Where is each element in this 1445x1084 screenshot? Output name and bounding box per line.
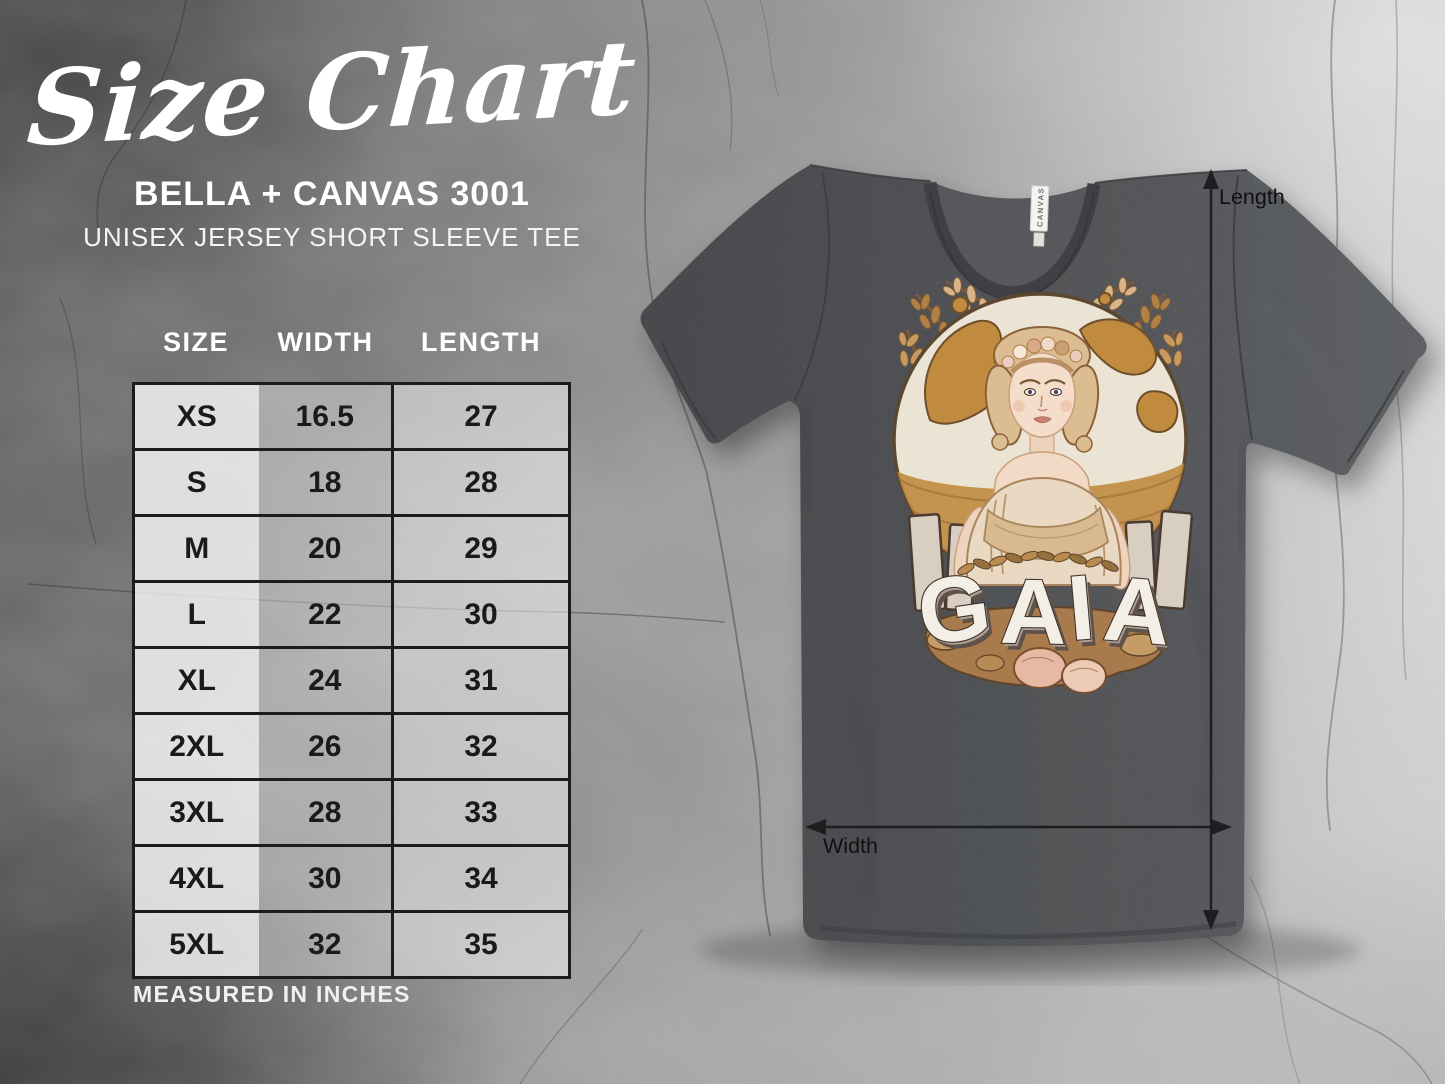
col-header-length: LENGTH [421, 327, 541, 357]
gaia-text-shadow: GAIA [917, 554, 1189, 681]
table-row: 3XL 28 33 [132, 778, 571, 847]
table-row: XS 16.5 27 [132, 382, 571, 451]
measured-in-inches-note: MEASURED IN INCHES [133, 981, 411, 1007]
width-cell: 28 [258, 778, 394, 847]
length-arrowhead-up [1203, 169, 1219, 189]
care-tag [1033, 232, 1045, 247]
width-label: Width [823, 834, 878, 858]
face-eyes [1023, 388, 1063, 397]
size-cell: 2XL [132, 712, 259, 781]
size-cell: M [132, 514, 259, 583]
table-row: 4XL 30 34 [132, 844, 571, 913]
table-row: 5XL 32 35 [132, 910, 571, 979]
length-arrowhead-down [1203, 910, 1219, 930]
length-cell: 28 [391, 448, 571, 517]
product-subtitle: UNISEX JERSEY SHORT SLEEVE TEE [83, 221, 581, 252]
size-cell: XL [132, 646, 259, 715]
size-cell: S [132, 448, 259, 517]
width-arrowhead-left [805, 819, 826, 835]
width-cell: 20 [258, 514, 394, 583]
face-brows [1019, 379, 1066, 385]
width-arrowhead-right [1211, 819, 1232, 835]
size-cell: XS [132, 382, 259, 451]
measurement-arrows: Length Width [805, 169, 1285, 930]
length-cell: 31 [391, 646, 571, 715]
length-cell: 33 [391, 778, 571, 847]
width-cell: 32 [258, 910, 394, 979]
flower-crown [1001, 336, 1083, 369]
table-row: L 22 30 [132, 580, 571, 649]
collar-band [923, 181, 1101, 300]
size-cell: 4XL [132, 844, 259, 913]
neck-tag: CANVAS [1029, 185, 1050, 247]
table-row: XL 24 31 [132, 646, 571, 715]
length-cell: 29 [391, 514, 571, 583]
length-cell: 34 [391, 844, 571, 913]
width-cell: 18 [258, 448, 394, 517]
seam-lines [660, 164, 1405, 463]
col-header-width: WIDTH [277, 327, 374, 357]
gaia-text-mid: GAIA [914, 550, 1186, 677]
ground-rocks [924, 605, 1166, 694]
length-cell: 27 [391, 382, 571, 451]
gaia-design: GAIA GAIA GAIA [884, 271, 1198, 694]
gaia-lettering: GAIA GAIA GAIA [910, 546, 1189, 681]
size-table: SIZE WIDTH LENGTH XS 16.5 27 S 18 28 M 2… [132, 327, 571, 979]
neck-tag-text: CANVAS [1035, 187, 1045, 227]
table-row: 2XL 26 32 [132, 712, 571, 781]
width-cell: 24 [258, 646, 394, 715]
width-cell: 30 [258, 844, 394, 913]
length-cell: 32 [391, 712, 571, 781]
length-cell: 35 [391, 910, 571, 979]
table-row: M 20 29 [132, 514, 571, 583]
leaf-wreath [957, 551, 1119, 576]
size-cell: 5XL [132, 910, 259, 979]
size-table-header-row: SIZE WIDTH LENGTH [134, 327, 570, 384]
gaia-text: GAIA [911, 547, 1183, 674]
pink-stone [1061, 658, 1107, 694]
brand-subtitle: BELLA + CANVAS 3001 [134, 174, 530, 213]
title-block: Size Chart BELLA + CANVAS 3001 UNISEX JE… [22, 17, 642, 253]
width-cell: 26 [258, 712, 394, 781]
width-cell: 16.5 [258, 382, 394, 451]
size-cell: 3XL [132, 778, 259, 847]
length-cell: 30 [391, 580, 571, 649]
width-cell: 22 [258, 580, 394, 649]
table-row: S 18 28 [132, 448, 571, 517]
size-cell: L [132, 580, 259, 649]
collar: CANVAS [923, 181, 1101, 301]
col-header-size: SIZE [162, 327, 229, 357]
length-label: Length [1219, 185, 1285, 209]
